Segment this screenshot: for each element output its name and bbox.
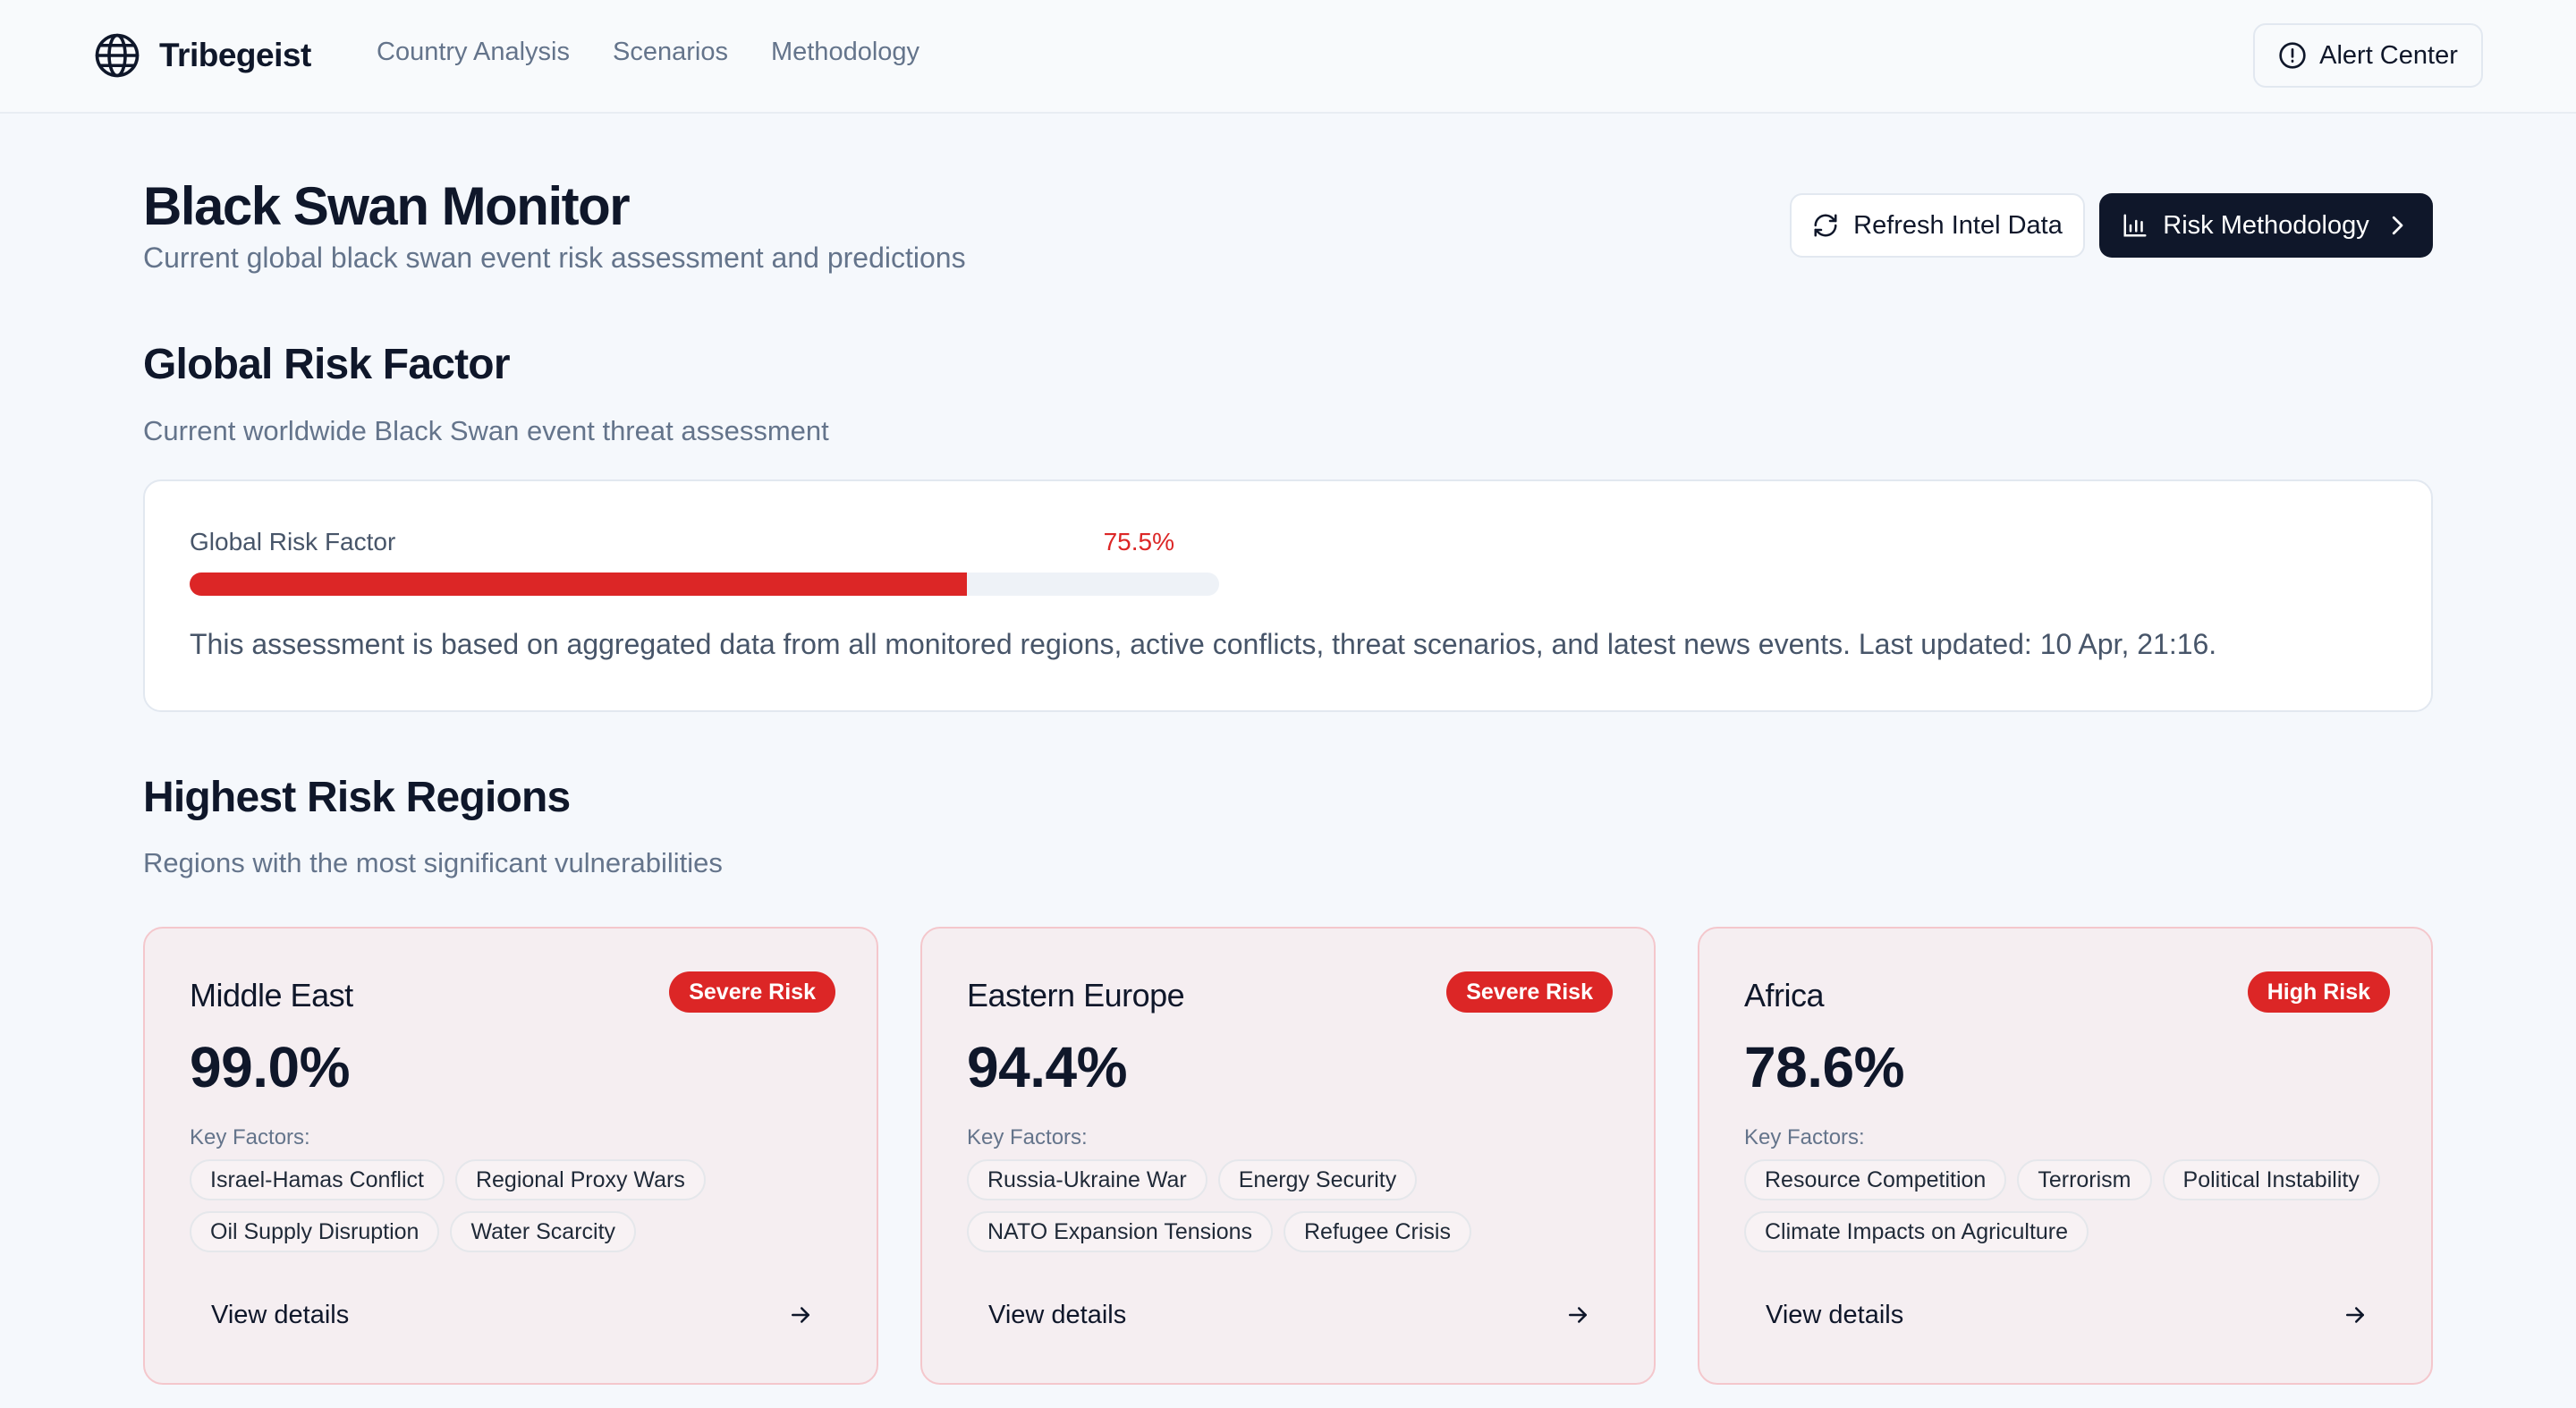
risk-methodology-label: Risk Methodology [2163,210,2369,240]
factor-tag: Russia-Ukraine War [967,1159,1208,1200]
refresh-intel-label: Refresh Intel Data [1853,210,2063,240]
region-name: Africa [1744,977,1825,1014]
risk-badge: Severe Risk [1446,971,1613,1013]
region-card-africa: Africa High Risk 78.6% Key Factors: Reso… [1698,927,2433,1385]
global-risk-progress-fill [190,573,967,596]
alert-center-button[interactable]: Alert Center [2253,23,2483,88]
alert-circle-icon [2279,42,2306,69]
global-risk-value: 75.5% [1103,528,1174,556]
region-card-eastern-europe: Eastern Europe Severe Risk 94.4% Key Fac… [920,927,1656,1385]
arrow-right-icon [2346,1307,2364,1323]
bar-chart-icon [2123,214,2147,237]
nav-link-country-analysis[interactable]: Country Analysis [377,38,570,66]
region-risk-percent: 78.6% [1744,1035,1904,1099]
page-subtitle: Current global black swan event risk ass… [143,242,966,274]
factor-tag: NATO Expansion Tensions [967,1211,1273,1252]
page-title: Black Swan Monitor [143,176,631,236]
key-factors-list: Israel-Hamas Conflict Regional Proxy War… [190,1159,843,1252]
factor-tag: Climate Impacts on Agriculture [1744,1211,2089,1252]
global-risk-note: This assessment is based on aggregated d… [190,628,2217,660]
view-details-button[interactable]: View details [1744,1283,2390,1347]
view-details-label: View details [988,1300,1127,1329]
view-details-label: View details [211,1300,350,1329]
refresh-intel-button[interactable]: Refresh Intel Data [1790,193,2085,258]
factor-tag: Political Instability [2162,1159,2380,1200]
global-risk-label: Global Risk Factor [190,528,396,556]
key-factors-list: Resource Competition Terrorism Political… [1744,1159,2397,1252]
top-navigation: Tribegeist Country Analysis Scenarios Me… [0,0,2576,114]
risk-badge: High Risk [2247,971,2390,1013]
factor-tag: Oil Supply Disruption [190,1211,440,1252]
globe-icon [95,33,140,78]
global-risk-progress [190,573,1219,596]
key-factors-list: Russia-Ukraine War Energy Security NATO … [967,1159,1620,1252]
nav-links: Country Analysis Scenarios Methodology [377,38,919,67]
nav-link-scenarios[interactable]: Scenarios [613,38,728,66]
view-details-label: View details [1766,1300,1904,1329]
arrow-right-icon [792,1307,809,1323]
region-risk-percent: 94.4% [967,1035,1127,1099]
factor-tag: Terrorism [2017,1159,2152,1200]
global-risk-title: Global Risk Factor [143,341,511,388]
risk-badge: Severe Risk [669,971,835,1013]
key-factors-label: Key Factors: [1744,1125,1865,1149]
view-details-button[interactable]: View details [190,1283,835,1347]
nav-link-methodology[interactable]: Methodology [770,38,920,66]
risk-methodology-button[interactable]: Risk Methodology [2099,193,2433,258]
factor-tag: Resource Competition [1744,1159,2007,1200]
regions-title: Highest Risk Regions [143,774,571,821]
factor-tag: Regional Proxy Wars [454,1159,706,1200]
key-factors-label: Key Factors: [190,1125,310,1149]
global-risk-subtitle: Current worldwide Black Swan event threa… [143,415,829,446]
arrow-right-icon [1569,1307,1587,1323]
alert-center-label: Alert Center [2319,40,2458,70]
region-name: Middle East [190,977,353,1014]
chevron-right-icon [2392,216,2403,235]
factor-tag: Refugee Crisis [1284,1211,1471,1252]
region-risk-percent: 99.0% [190,1035,350,1099]
refresh-icon [1814,214,1837,237]
global-risk-card: Global Risk Factor 75.5% This assessment… [143,479,2433,712]
factor-tag: Water Scarcity [450,1211,637,1252]
brand-name: Tribegeist [159,37,311,73]
factor-tag: Israel-Hamas Conflict [190,1159,445,1200]
region-name: Eastern Europe [967,977,1185,1014]
brand[interactable]: Tribegeist [93,30,311,81]
region-card-middle-east: Middle East Severe Risk 99.0% Key Factor… [143,927,878,1385]
view-details-button[interactable]: View details [967,1283,1613,1347]
factor-tag: Energy Security [1217,1159,1418,1200]
key-factors-label: Key Factors: [967,1125,1088,1149]
regions-subtitle: Regions with the most significant vulner… [143,847,723,878]
